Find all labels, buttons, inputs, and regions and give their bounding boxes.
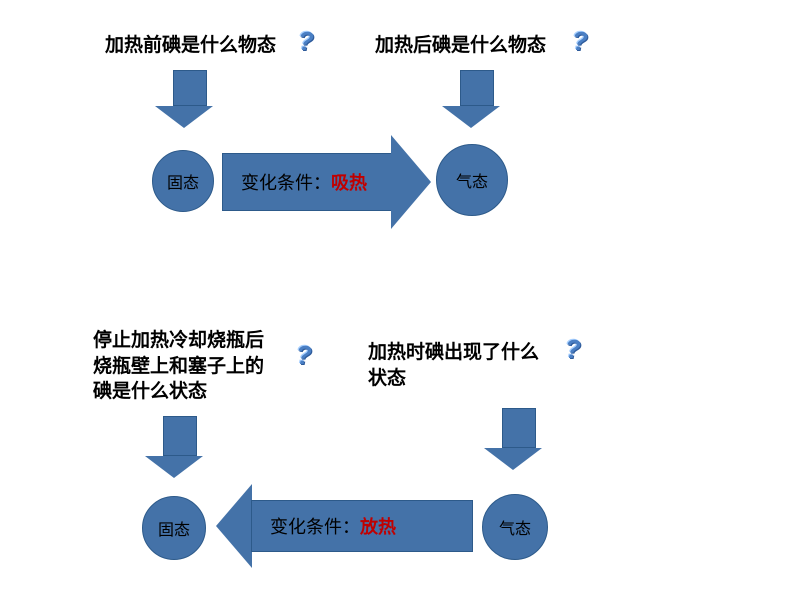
q2-left-l3: 碘是什么状态 [93, 379, 264, 405]
condition-label: 变化条件： [241, 169, 331, 195]
q2-right-l1: 加热时碘出现了什么 [368, 340, 539, 366]
node-label: 气态 [499, 515, 531, 539]
down-arrow-icon [496, 408, 542, 470]
qmark-icon: ? [572, 26, 588, 57]
node-solid: 固态 [142, 496, 206, 560]
qmark-icon: ? [296, 340, 312, 371]
q2-right: 加热时碘出现了什么 状态 [368, 340, 539, 391]
condition-value: 吸热 [331, 169, 367, 195]
left-arrow-icon: 变化条件： 放热 [216, 484, 474, 568]
node-label: 固态 [167, 169, 199, 193]
condition-label: 变化条件： [270, 513, 360, 539]
q2-left-l2: 烧瓶壁上和塞子上的 [93, 354, 264, 380]
q2-left: 停止加热冷却烧瓶后 烧瓶壁上和塞子上的 碘是什么状态 [93, 328, 264, 405]
node-gas: 气态 [436, 144, 508, 216]
qmark-icon: ? [565, 334, 581, 365]
condition-value: 放热 [360, 513, 396, 539]
down-arrow-icon [157, 416, 203, 478]
q2-right-l2: 状态 [368, 366, 539, 392]
qmark-icon: ? [298, 26, 314, 57]
q1-left: 加热前碘是什么物态 [105, 30, 276, 57]
q1-right: 加热后碘是什么物态 [375, 30, 546, 57]
node-gas: 气态 [482, 494, 548, 560]
node-label: 固态 [158, 516, 190, 540]
down-arrow-icon [454, 70, 500, 128]
node-label: 气态 [456, 168, 488, 192]
q2-left-l1: 停止加热冷却烧瓶后 [93, 328, 264, 354]
right-arrow-icon: 变化条件： 吸热 [222, 135, 432, 229]
node-solid: 固态 [152, 150, 214, 212]
down-arrow-icon [167, 70, 213, 128]
